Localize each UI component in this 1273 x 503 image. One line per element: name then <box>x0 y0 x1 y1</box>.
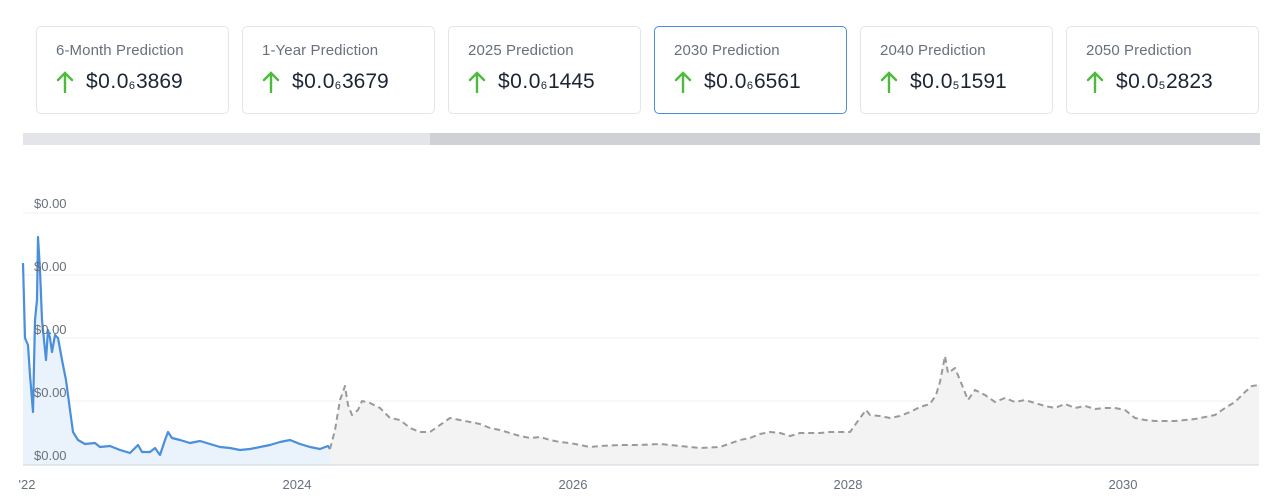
card-value: $0.0 6 6561 <box>674 70 846 94</box>
arrow-up-icon <box>56 71 74 93</box>
arrow-up-icon <box>880 71 898 93</box>
y-tick-label: $0.00 <box>34 259 67 274</box>
cards-scrollbar-thumb[interactable] <box>430 133 1260 145</box>
y-tick-label: $0.00 <box>34 322 67 337</box>
x-tick-label: 2030 <box>1108 477 1138 492</box>
arrow-up-icon <box>262 71 280 93</box>
arrow-up-icon <box>1086 71 1104 93</box>
card-2040[interactable]: 2040 Prediction $0.0 5 1591 <box>860 26 1053 114</box>
y-tick-label: $0.00 <box>34 385 67 400</box>
card-value: $0.0 6 3869 <box>56 70 228 94</box>
x-tick-label: 2024 <box>282 477 312 492</box>
card-label: 2030 Prediction <box>674 42 780 59</box>
card-6-month[interactable]: 6-Month Prediction $0.0 6 3869 <box>36 26 229 114</box>
cards-scrollbar-track[interactable] <box>23 133 1260 145</box>
card-2025[interactable]: 2025 Prediction $0.0 6 1445 <box>448 26 641 114</box>
card-value: $0.0 6 3679 <box>262 70 434 94</box>
card-label: 6-Month Prediction <box>56 42 184 59</box>
x-tick-label: '22 <box>18 477 36 492</box>
card-value: $0.0 5 2823 <box>1086 70 1258 94</box>
chart-plot <box>21 212 1260 466</box>
card-1-year[interactable]: 1-Year Prediction $0.0 6 3679 <box>242 26 435 114</box>
card-2030[interactable]: 2030 Prediction $0.0 6 6561 <box>654 26 847 114</box>
card-2050[interactable]: 2050 Prediction $0.0 5 2823 <box>1066 26 1259 114</box>
arrow-up-icon <box>674 71 692 93</box>
card-label: 1-Year Prediction <box>262 42 379 59</box>
arrow-up-icon <box>468 71 486 93</box>
card-label: 2040 Prediction <box>880 42 986 59</box>
x-tick-label: 2026 <box>558 477 588 492</box>
card-label: 2050 Prediction <box>1086 42 1192 59</box>
card-label: 2025 Prediction <box>468 42 574 59</box>
card-value: $0.0 6 1445 <box>468 70 640 94</box>
x-tick-label: 2028 <box>833 477 863 492</box>
y-tick-label: $0.00 <box>34 448 67 463</box>
card-value: $0.0 5 1591 <box>880 70 1052 94</box>
prediction-cards: 6-Month Prediction $0.0 6 3869 1-Year Pred… <box>36 26 1259 114</box>
price-chart: $0.00 $0.00 $0.00 $0.00 $0.00 '22 2024 2… <box>0 185 1273 503</box>
y-tick-label: $0.00 <box>34 196 67 211</box>
